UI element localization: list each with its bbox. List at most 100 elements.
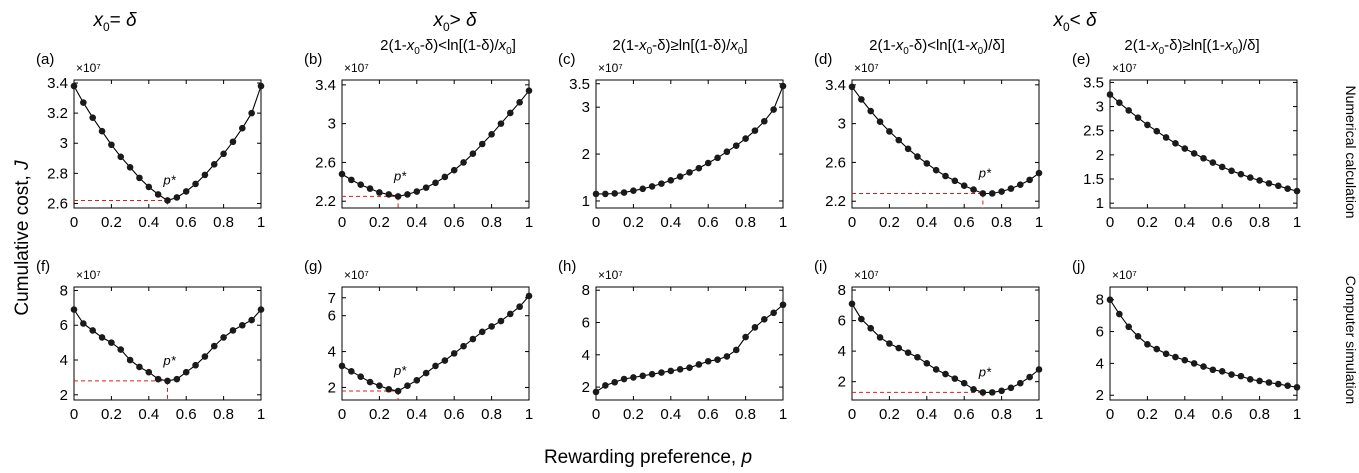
condition-label-3: 2(1-x0​-δ)<ln[(1-x0​)/δ]: [869, 37, 1005, 57]
data-point: [89, 114, 96, 121]
y-tick-label: 3: [838, 116, 846, 133]
data-point: [686, 169, 693, 176]
y-tick-label: 7: [328, 290, 336, 307]
data-point: [469, 150, 477, 157]
panel-label: (j): [1072, 258, 1085, 275]
y-tick-label: 3.5: [1083, 74, 1104, 91]
x-tick-label: 0.6: [954, 406, 975, 423]
data-point: [338, 362, 346, 370]
data-point: [413, 376, 421, 384]
data-point: [904, 349, 912, 356]
x-tick-label: 0.2: [101, 214, 122, 231]
data-point: [1106, 296, 1114, 304]
data-point: [979, 190, 987, 197]
row-label-numerical: Numerical calculation: [1343, 85, 1359, 218]
condition-text: -δ)<ln[(1-: [909, 37, 970, 54]
series-line: [73, 309, 262, 382]
data-point: [1181, 356, 1189, 364]
data-point: [858, 96, 865, 103]
data-point: [338, 170, 346, 178]
x-tick-label: 0: [592, 406, 600, 423]
panel-label: (h): [558, 258, 576, 275]
y-multiplier-label: ×10⁷: [344, 268, 369, 282]
condition-text: )/δ]: [983, 37, 1005, 54]
x-axis-title-text: Rewarding preference,: [544, 447, 742, 468]
data-point: [1200, 154, 1207, 162]
condition-sub: 0: [506, 46, 512, 57]
condition-text: -δ)≥ln[(1-δ)/: [652, 37, 731, 54]
axes-box: [1109, 79, 1298, 209]
data-point: [923, 360, 931, 367]
panel-c: (c) ×10⁷ 0 0.2 0.4 0.6 0.8 1 1 2 3 3.5: [558, 51, 787, 231]
data-point: [886, 340, 893, 347]
data-point: [858, 315, 865, 323]
data-point: [404, 191, 411, 198]
data-point: [441, 173, 449, 181]
data-point: [970, 386, 977, 393]
data-point: [942, 370, 949, 378]
y-tick-label: 8: [582, 282, 590, 299]
data-point: [904, 145, 912, 153]
condition-var: x: [969, 37, 978, 54]
data-point: [117, 346, 125, 353]
condition-sub: 0: [738, 46, 744, 57]
data-point: [648, 183, 656, 190]
data-point: [779, 301, 787, 309]
data-point: [592, 190, 600, 198]
y-multiplier-label: ×10⁷: [76, 268, 101, 282]
column-header-3: x0< δ: [1052, 10, 1097, 34]
y-tick-label: 6: [1096, 324, 1104, 341]
x-tick-label: 0: [848, 406, 856, 423]
data-point: [867, 324, 874, 332]
x-tick-label: 1: [1293, 406, 1301, 423]
data-point: [1162, 134, 1170, 141]
data-point: [348, 176, 355, 184]
condition-var: x: [638, 37, 647, 54]
y-tick-label: 3.2: [47, 105, 68, 122]
data-point: [695, 361, 703, 368]
y-tick-label: 3.5: [569, 76, 590, 93]
data-point: [497, 317, 505, 325]
data-point: [1218, 368, 1226, 375]
column-header-1: x0= δ: [92, 10, 137, 34]
y-multiplier-label: ×10⁷: [344, 61, 369, 75]
data-point: [173, 194, 181, 201]
condition-label-1: 2(1-x0​-δ)<ln[(1-δ)/x0​]: [380, 37, 516, 57]
x-tick-label: 0.4: [916, 406, 937, 423]
x-tick-label: 0.2: [369, 406, 390, 423]
column-header-sub: 0: [103, 20, 110, 34]
data-point: [516, 99, 523, 106]
data-point: [525, 87, 533, 94]
data-point: [1144, 121, 1151, 129]
x-tick-label: 0.8: [213, 406, 234, 423]
data-point: [876, 334, 884, 341]
data-point: [779, 82, 787, 90]
column-header-op: =: [110, 10, 126, 31]
x-tick-label: 0: [1106, 214, 1114, 231]
x-tick-label: 1: [257, 214, 265, 231]
data-point: [1125, 107, 1132, 114]
data-point: [70, 306, 78, 313]
data-point: [136, 363, 143, 371]
y-axis-title: Cumulative cost, J: [12, 160, 33, 316]
data-point: [1218, 163, 1226, 171]
data-point: [201, 171, 209, 179]
data-point: [422, 369, 430, 377]
panel-g: (g) ×10⁷ 0 0.2 0.4 0.6 0.8 1 2 4 67 p*: [304, 258, 533, 423]
data-point: [376, 189, 383, 196]
data-point: [450, 350, 458, 357]
data-point: [1275, 380, 1282, 388]
data-point: [639, 372, 647, 380]
data-point: [1246, 174, 1254, 181]
panel-e: (e) ×10⁷ 0 0.2 0.4 0.6 0.8 1 1 1.5 2 2.5 3 3.5: [1072, 51, 1301, 231]
y-tick-label: 2: [1096, 387, 1104, 404]
data-point: [469, 335, 477, 343]
y-tick-label: 4: [838, 343, 846, 360]
x-tick-label: 0.6: [176, 406, 197, 423]
data-point: [770, 309, 777, 317]
panel-label: (a): [36, 51, 54, 68]
x-tick-label: 0.4: [660, 406, 681, 423]
data-point: [145, 183, 153, 191]
p-star-label: p*: [162, 353, 176, 368]
y-tick-label: 2.6: [47, 195, 68, 212]
